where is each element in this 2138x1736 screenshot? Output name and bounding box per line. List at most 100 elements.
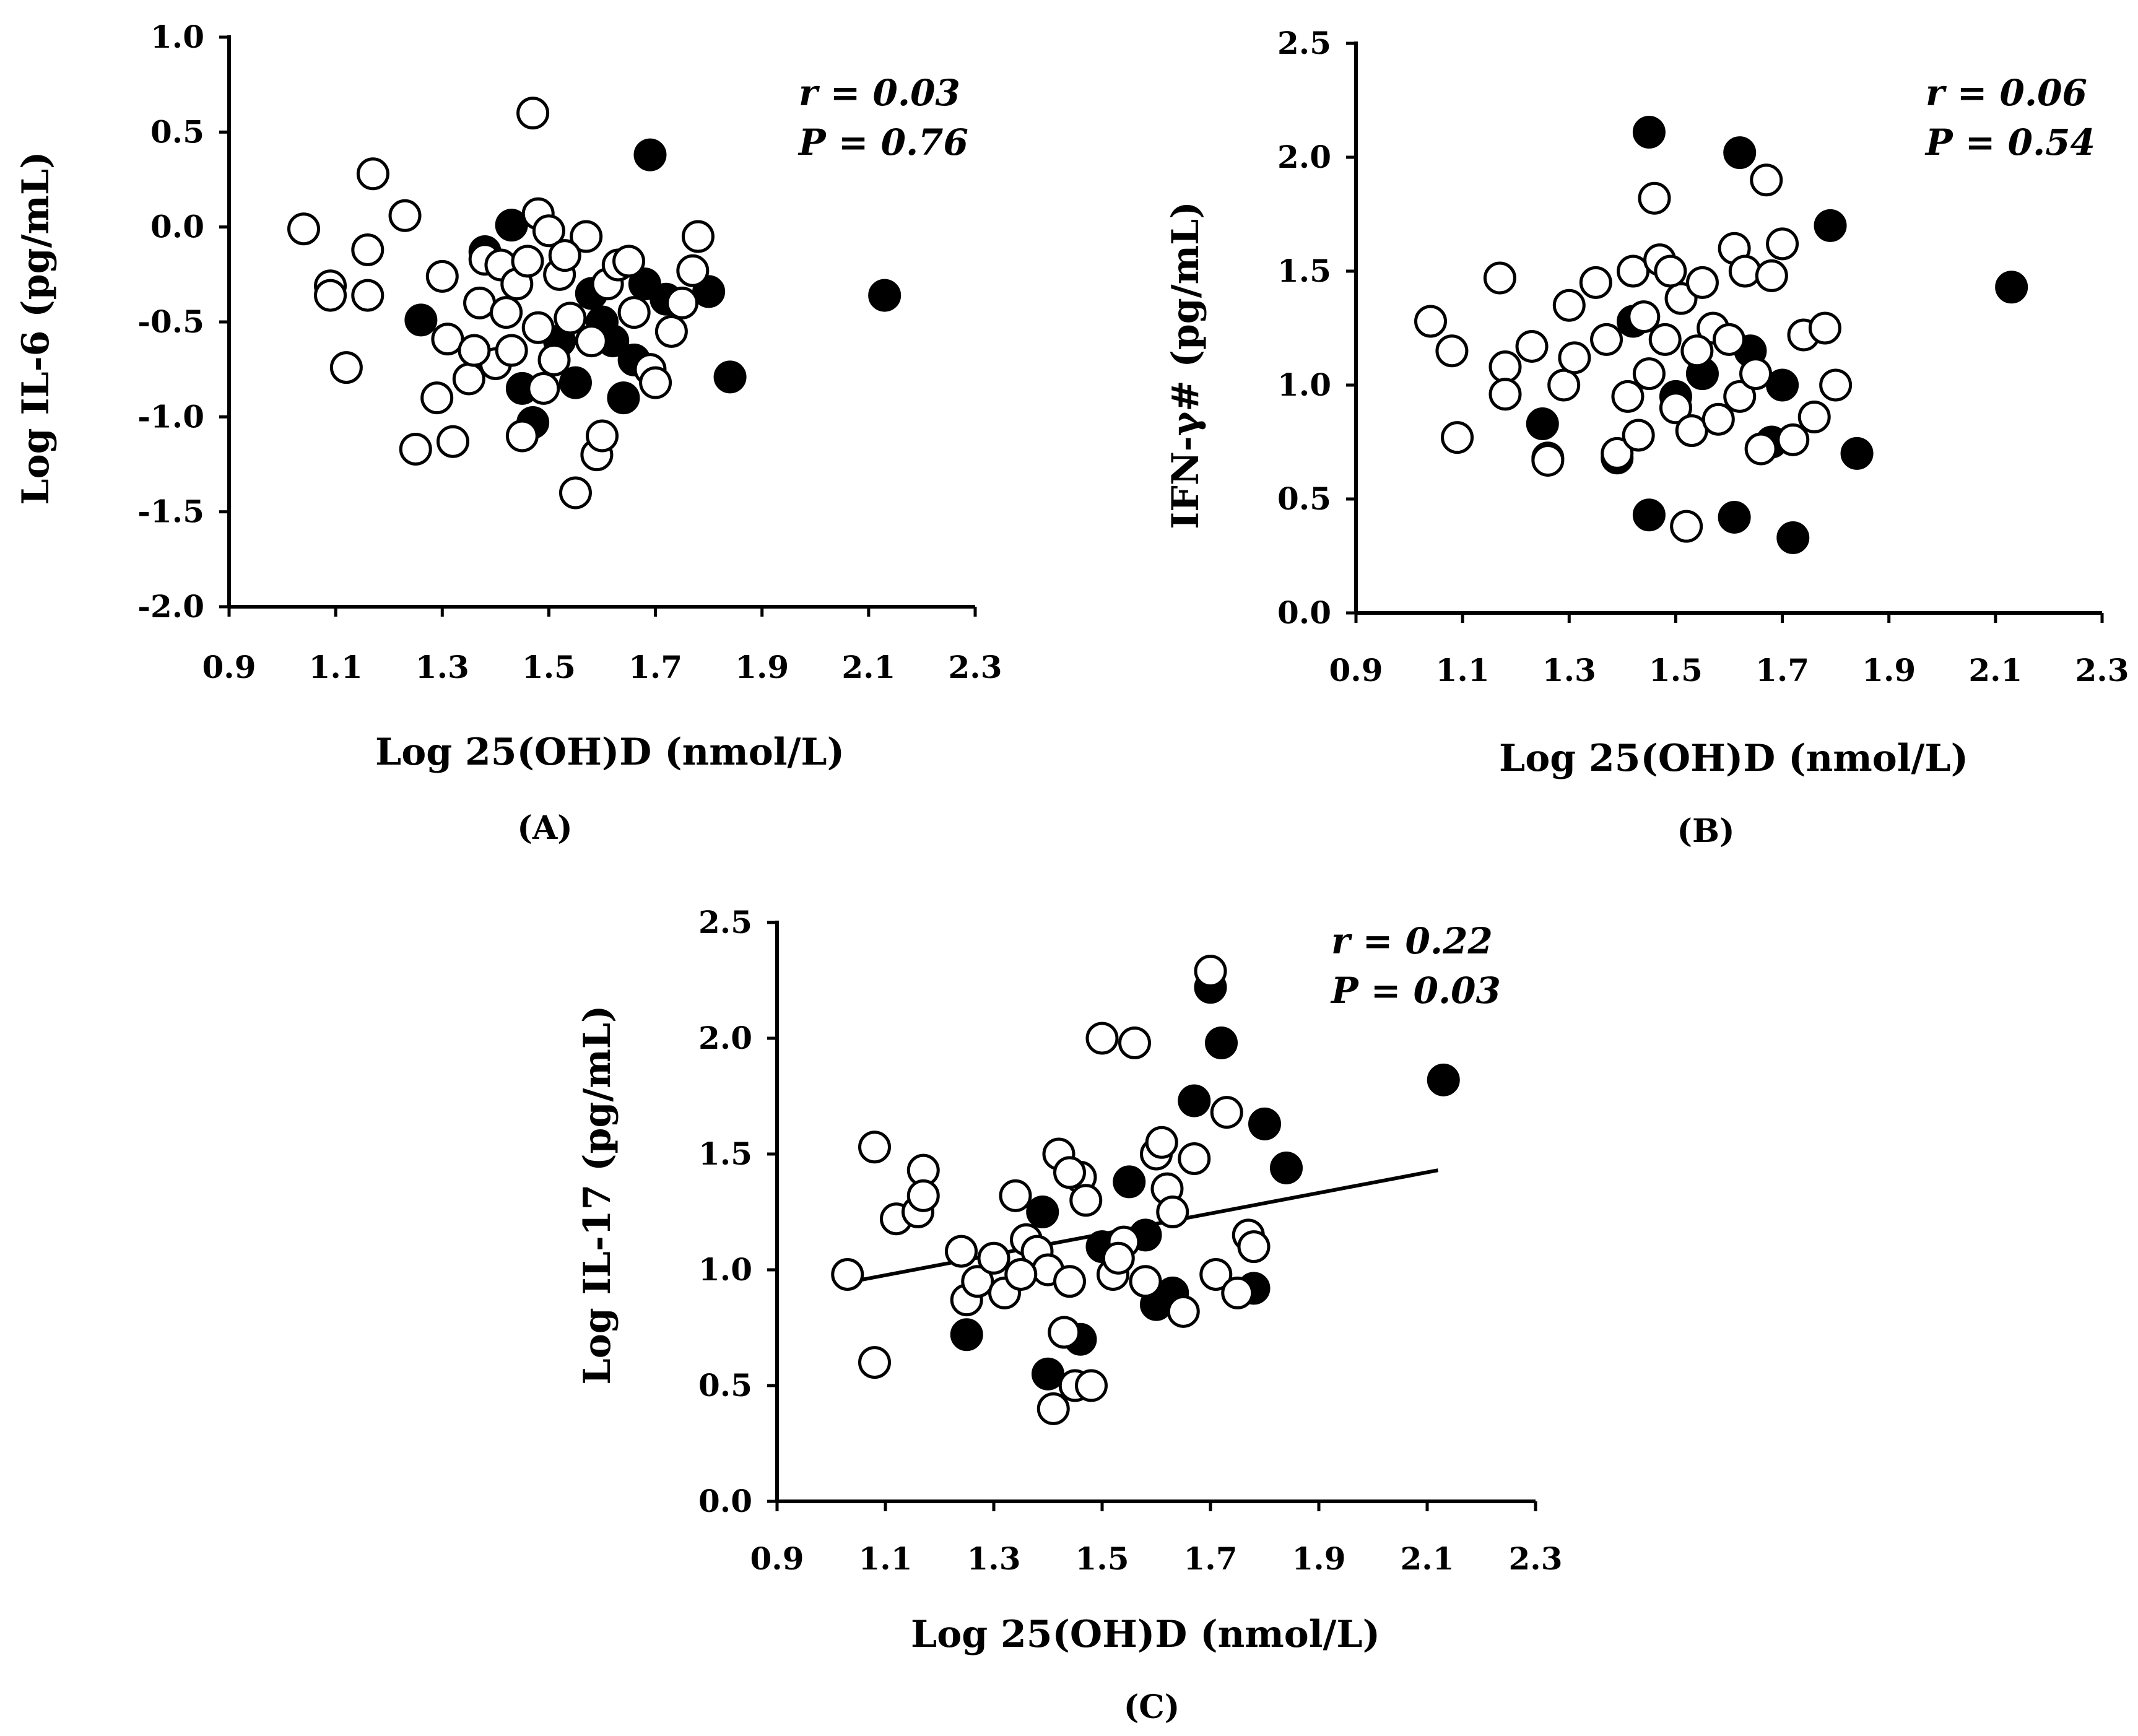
open-point — [425, 259, 459, 293]
y-tick-label: 0.5 — [698, 1367, 752, 1404]
y-tick-label: 2.5 — [1277, 25, 1331, 61]
open-point — [586, 419, 619, 453]
x-tick-label: 1.1 — [309, 649, 363, 685]
open-point — [1750, 163, 1783, 197]
open-point — [452, 362, 485, 396]
open-point — [495, 334, 528, 367]
filled-point — [1718, 500, 1751, 534]
open-point — [1053, 1156, 1086, 1189]
open-point — [1627, 300, 1661, 334]
panel-label: (B) — [1677, 812, 1734, 850]
filled-point — [558, 366, 592, 399]
open-point — [532, 214, 565, 248]
open-point — [1441, 421, 1474, 454]
open-point — [1547, 368, 1581, 402]
open-point — [548, 239, 581, 272]
x-axis-title: Log 25(OH)D (nmol/L) — [375, 731, 845, 774]
open-point — [977, 1241, 1010, 1275]
y-axis-title: Log IL-17 (pg/mL) — [576, 1005, 619, 1385]
x-axis-title: Log 25(OH)D (nmol/L) — [1499, 737, 1968, 780]
x-tick-label: 1.9 — [1862, 652, 1916, 688]
x-tick-label: 1.7 — [1184, 1540, 1238, 1577]
open-point — [1685, 266, 1719, 299]
open-point — [399, 432, 432, 466]
filled-point — [1205, 1026, 1238, 1059]
correlation-r: r = 0.03 — [799, 72, 960, 114]
y-tick-label: 2.0 — [1277, 139, 1331, 175]
y-tick-label: -2.0 — [137, 588, 204, 625]
filled-point — [1723, 136, 1757, 170]
open-point — [1199, 1257, 1233, 1291]
panel-c: r = 0.22 P = 0.03 Log 25(OH)D (nmol/L) L… — [576, 904, 1563, 1726]
x-tick-label: 1.9 — [735, 649, 789, 685]
x-tick-label: 0.9 — [1329, 652, 1383, 688]
open-point — [681, 220, 715, 253]
open-point — [858, 1131, 891, 1164]
open-point — [1194, 955, 1227, 988]
open-point — [1178, 1142, 1211, 1175]
open-point — [1075, 1369, 1108, 1402]
open-point — [1552, 289, 1586, 322]
open-point — [388, 199, 422, 232]
open-point — [554, 302, 587, 335]
open-point — [1221, 1276, 1254, 1309]
open-point — [1435, 334, 1469, 368]
filled-point — [1814, 209, 1847, 242]
open-point — [527, 371, 560, 405]
filled-point — [1526, 407, 1559, 441]
open-point — [1004, 1257, 1038, 1291]
open-point — [1713, 323, 1745, 356]
y-tick-label: 2.0 — [698, 1020, 752, 1056]
open-point — [1622, 419, 1655, 452]
y-tick-label: -1.5 — [137, 493, 204, 530]
x-tick-label: 2.3 — [2075, 652, 2129, 688]
open-point — [1638, 181, 1671, 215]
x-tick-label: 1.1 — [859, 1540, 913, 1577]
open-point — [1601, 436, 1634, 470]
filled-point — [1113, 1165, 1146, 1199]
open-point — [945, 1235, 978, 1268]
open-point — [1776, 423, 1810, 456]
x-tick-label: 1.5 — [1649, 652, 1703, 688]
x-tick-label: 1.7 — [628, 649, 682, 685]
open-point — [1648, 323, 1682, 356]
x-axis-title: Log 25(OH)D (nmol/L) — [911, 1613, 1380, 1656]
x-tick-label: 2.1 — [1401, 1540, 1454, 1577]
open-point — [558, 476, 592, 510]
open-point — [329, 351, 363, 384]
y-tick-label: 1.5 — [698, 1135, 752, 1172]
open-point — [1632, 357, 1666, 391]
open-point — [906, 1179, 940, 1212]
correlation-p: P = 0.54 — [1924, 121, 2095, 163]
open-point — [1210, 1096, 1243, 1129]
correlation-p: P = 0.76 — [797, 121, 968, 163]
open-point — [676, 254, 710, 287]
open-point — [287, 212, 320, 246]
filled-point — [1776, 521, 1810, 555]
open-point — [1819, 368, 1853, 402]
y-tick-label: 1.0 — [698, 1251, 752, 1288]
x-tick-label: 2.3 — [949, 649, 1002, 685]
open-point — [1053, 1265, 1086, 1298]
open-point — [1558, 341, 1591, 375]
filled-point — [713, 360, 747, 394]
open-point — [1590, 323, 1623, 356]
panel-b: r = 0.06 P = 0.54 Log 25(OH)D (nmol/L) I… — [1164, 25, 2129, 850]
open-point — [831, 1257, 864, 1291]
open-point — [1739, 357, 1773, 391]
y-tick-label: 0.5 — [150, 113, 204, 150]
open-point — [511, 245, 544, 278]
open-point — [1145, 1126, 1178, 1159]
open-point — [1611, 380, 1645, 413]
open-point — [570, 220, 603, 253]
open-point — [1797, 401, 1831, 434]
open-point — [999, 1179, 1032, 1212]
open-point — [858, 1346, 891, 1379]
correlation-r: r = 0.22 — [1331, 920, 1493, 962]
open-point — [1069, 1184, 1103, 1217]
y-tick-label: 0.0 — [1277, 594, 1331, 631]
open-point — [516, 97, 550, 130]
open-point — [1102, 1241, 1135, 1275]
open-point — [1237, 1230, 1271, 1264]
